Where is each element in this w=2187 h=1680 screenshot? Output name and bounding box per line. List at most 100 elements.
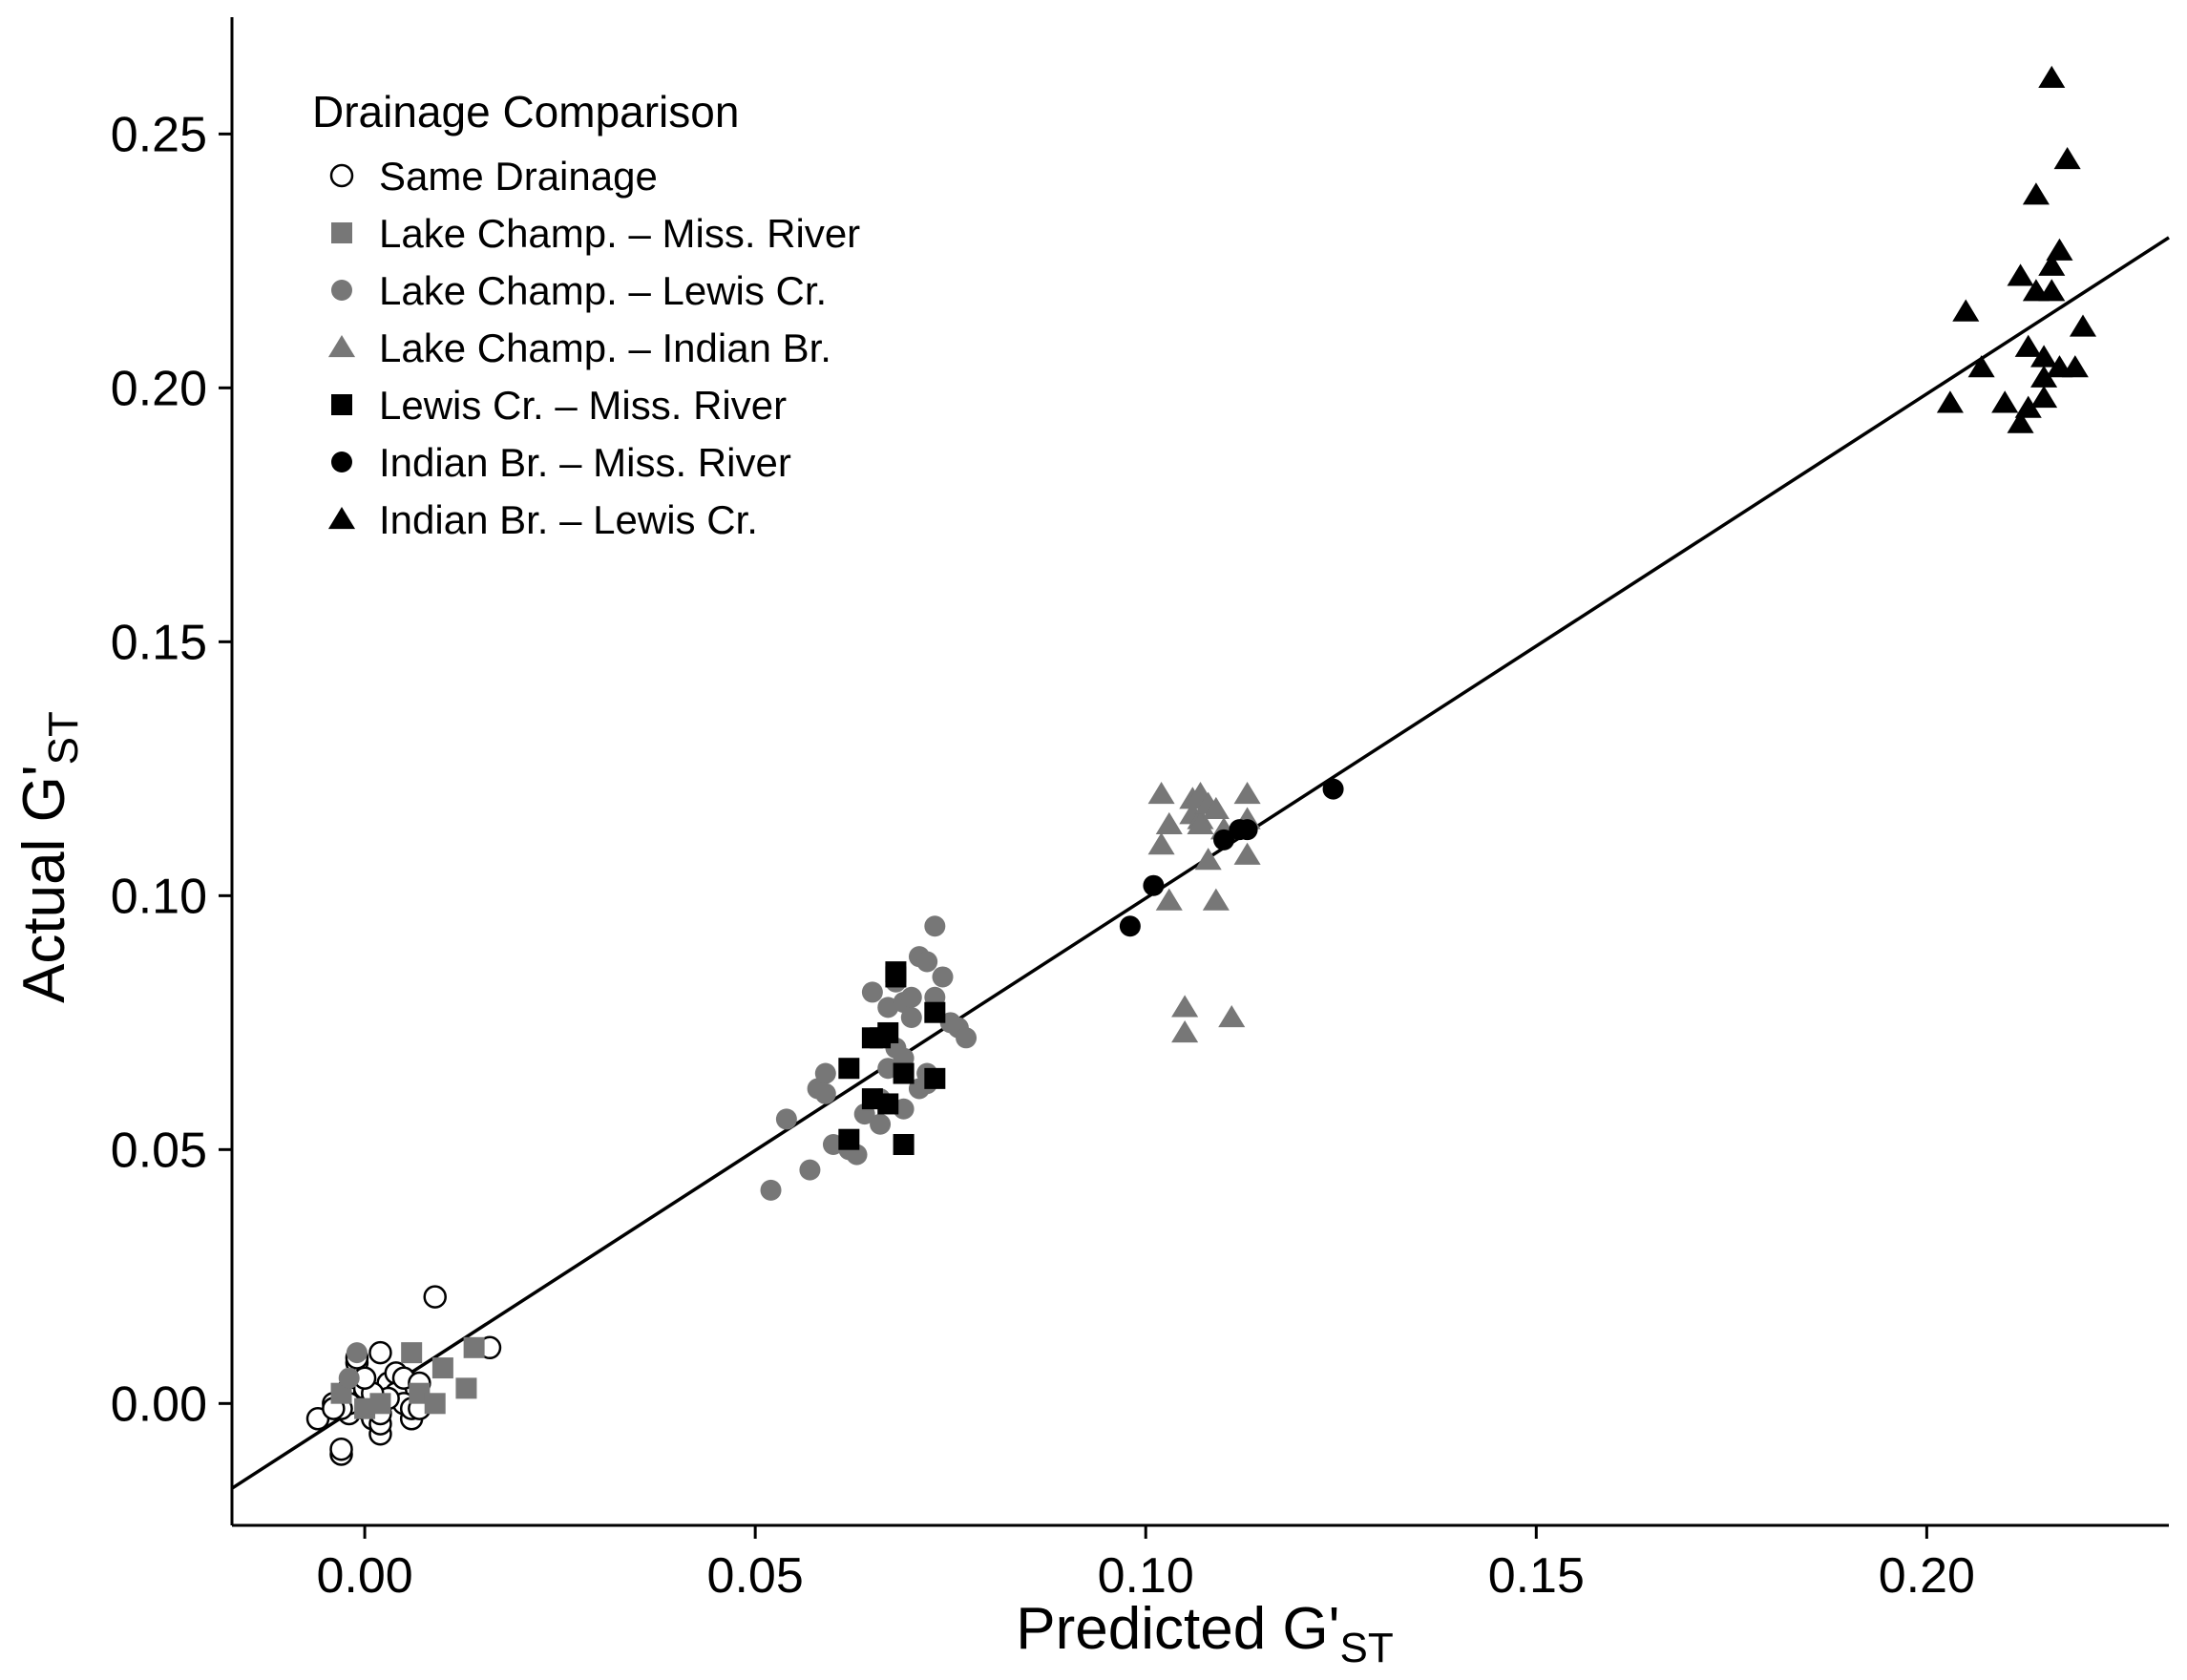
- legend-key: [331, 280, 352, 301]
- legend-label: Lake Champ. – Lewis Cr.: [379, 268, 827, 313]
- data-point: [877, 1093, 899, 1115]
- data-point: [431, 1357, 453, 1379]
- legend-item: Same Drainage: [329, 154, 658, 199]
- series-1: [330, 1336, 485, 1419]
- data-point: [368, 1340, 392, 1365]
- data-point: [1194, 848, 1222, 871]
- y-tick-label: 0.15: [111, 615, 207, 670]
- x-tick-label: 0.20: [1879, 1548, 1975, 1604]
- data-point: [2038, 65, 2066, 88]
- data-point: [463, 1336, 485, 1358]
- series-6: [1936, 65, 2097, 433]
- legend-items: Same Drainage Lake Champ. – Miss. River La…: [327, 154, 860, 542]
- legend-label: Lewis Cr. – Miss. River: [379, 383, 787, 428]
- legend-item: Indian Br. – Lewis Cr.: [327, 497, 758, 542]
- data-point: [1952, 299, 1980, 322]
- legend-title: Drainage Comparison: [312, 87, 739, 136]
- legend-item: Lake Champ. – Indian Br.: [327, 326, 831, 370]
- legend-item: Lewis Cr. – Miss. River: [331, 383, 787, 428]
- legend-item: Lake Champ. – Lewis Cr.: [331, 268, 827, 313]
- data-point: [760, 1179, 782, 1201]
- data-point: [2030, 345, 2058, 368]
- data-point: [401, 1342, 423, 1364]
- data-point: [455, 1377, 477, 1399]
- data-point: [775, 1108, 797, 1130]
- legend-label: Indian Br. – Lewis Cr.: [379, 497, 758, 542]
- y-tick-label: 0.00: [111, 1376, 207, 1432]
- x-tick-label: 0.05: [707, 1548, 804, 1604]
- data-point: [924, 915, 946, 937]
- data-point: [885, 961, 907, 983]
- series-5: [1119, 778, 1344, 937]
- series-3: [1147, 781, 1261, 1043]
- data-points: [305, 65, 2097, 1466]
- data-point: [2053, 146, 2081, 170]
- data-point: [932, 966, 954, 988]
- data-point: [838, 1058, 860, 1080]
- data-point: [2014, 395, 2042, 418]
- data-point: [346, 1342, 368, 1364]
- data-point: [1147, 832, 1175, 855]
- data-point: [956, 1027, 978, 1049]
- data-point: [2061, 355, 2089, 378]
- data-point: [2007, 263, 2034, 286]
- data-point: [1155, 888, 1183, 911]
- data-point: [1187, 811, 1214, 834]
- series-4: [838, 961, 946, 1156]
- legend-key: [331, 394, 352, 415]
- legend-key: [331, 222, 352, 243]
- data-point: [924, 1067, 946, 1089]
- legend-key: [329, 163, 354, 188]
- data-point: [1143, 874, 1165, 896]
- data-point: [1236, 819, 1258, 841]
- data-point: [1147, 781, 1175, 805]
- legend-label: Indian Br. – Miss. River: [379, 440, 791, 485]
- data-point: [1155, 811, 1183, 834]
- data-point: [799, 1159, 821, 1181]
- legend-label: Lake Champ. – Indian Br.: [379, 326, 831, 370]
- legend-key: [331, 452, 352, 472]
- data-point: [2014, 334, 2042, 357]
- data-point: [893, 1062, 915, 1084]
- data-point: [861, 981, 883, 1003]
- data-point: [1202, 796, 1230, 820]
- y-axis-title: Actual G'ST: [11, 711, 87, 1003]
- data-point: [1213, 829, 1235, 850]
- data-point: [814, 1062, 836, 1084]
- data-point: [424, 1393, 446, 1415]
- legend-key: [327, 507, 356, 530]
- data-point: [870, 1113, 892, 1135]
- data-point: [1233, 842, 1261, 865]
- data-point: [1171, 1019, 1199, 1043]
- data-point: [1218, 1005, 1246, 1028]
- x-axis-title: Predicted G'ST: [1016, 1596, 1393, 1671]
- data-point: [900, 986, 922, 1008]
- y-tick-label: 0.25: [111, 107, 207, 162]
- data-point: [1171, 995, 1199, 1018]
- data-point: [1233, 781, 1261, 805]
- y-tick-label: 0.20: [111, 361, 207, 416]
- data-point: [2038, 253, 2066, 276]
- data-point: [1936, 390, 1964, 413]
- data-point: [814, 1082, 836, 1104]
- x-tick-label: 0.00: [316, 1548, 412, 1604]
- data-point: [369, 1393, 391, 1415]
- legend-key: [327, 335, 356, 358]
- data-point: [1202, 888, 1230, 911]
- data-point: [1991, 390, 2019, 413]
- data-point: [329, 1437, 353, 1461]
- legend-item: Lake Champ. – Miss. River: [331, 211, 860, 256]
- data-point: [2007, 410, 2034, 433]
- data-point: [2022, 182, 2050, 205]
- data-point: [2038, 279, 2066, 302]
- data-point: [423, 1285, 447, 1309]
- x-tick-label: 0.15: [1488, 1548, 1585, 1604]
- data-point: [1967, 355, 1995, 378]
- data-point: [838, 1128, 860, 1150]
- legend-item: Indian Br. – Miss. River: [331, 440, 791, 485]
- series-0: [305, 1285, 502, 1466]
- data-point: [2069, 314, 2097, 337]
- data-point: [916, 951, 938, 973]
- data-point: [2046, 238, 2073, 261]
